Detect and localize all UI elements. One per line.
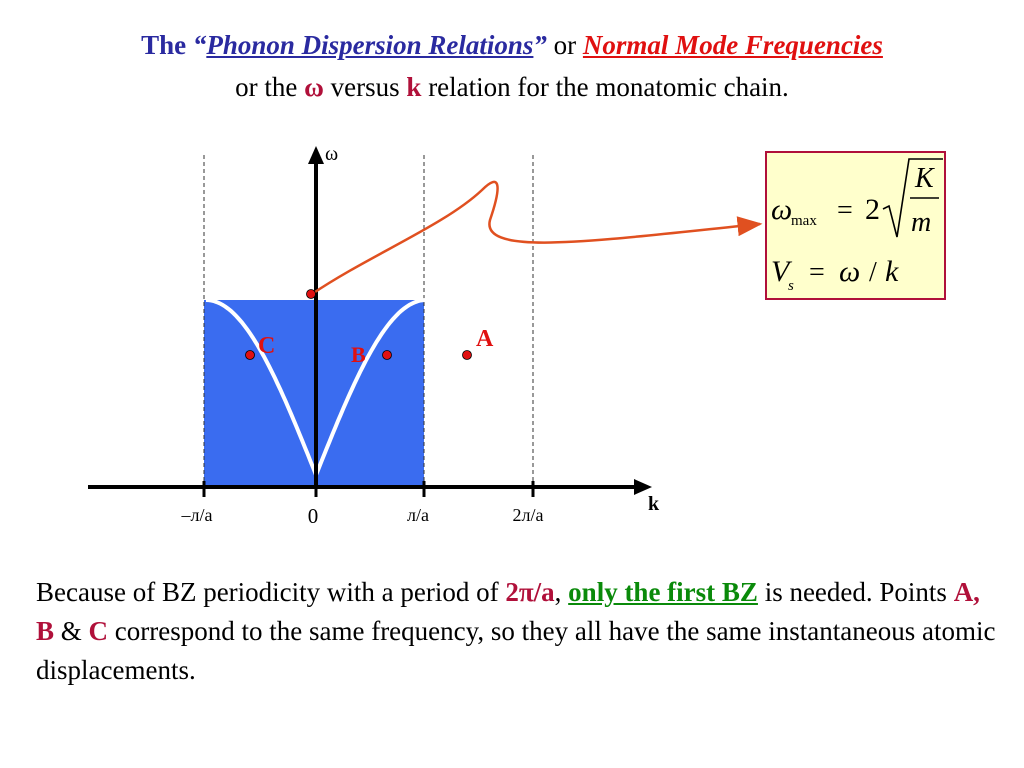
formula-box: ω max = 2 K m V s = ω / k [765,151,946,300]
title-line-1: The “Phonon Dispersion Relations” or Nor… [0,24,1024,66]
para-text-2: is needed. Points [757,577,954,607]
label-point-b: B [351,342,366,367]
point-a [462,350,472,360]
formula-omega-2: ω [839,255,860,288]
para-text-3: correspond to the same frequency, so the… [36,616,996,685]
para-points-ab: A, B [36,577,980,646]
omega-axis-label: ω [325,143,338,165]
explanation-paragraph: Because of BZ periodicity with a period … [36,573,996,690]
formula-equals-1: = [837,195,853,226]
formula-two: 2 [865,193,880,226]
title-normal-mode: Normal Mode Frequencies [582,30,883,60]
title-k: k [406,72,422,102]
point-b [382,350,392,360]
omega-max-point [306,289,316,299]
label-point-a: A [476,326,494,352]
para-point-c: C [88,616,109,646]
title-omega: ω [304,72,324,102]
title-line-2: or the ω versus k relation for the monat… [0,66,1024,108]
label-point-c: C [258,333,275,359]
formula-max: max [791,213,817,229]
title-the: The [141,30,193,60]
tick-label-zero: 0 [308,504,319,528]
formula-s: s [788,278,794,294]
title-quote-open: “ [192,30,207,60]
formula-radical [882,158,943,238]
formula-k: k [885,255,899,288]
formula-v: V [771,255,793,288]
tick-label-two-pi: 2л/a [513,505,544,525]
title-versus: versus [323,72,407,102]
title-or: or [546,30,583,60]
omega-axis-arrowhead [308,146,324,164]
title-or-the: or the [235,72,305,102]
formula-equals-2: = [809,257,825,288]
formula-m-den: m [911,207,931,238]
title-phonon-dispersion: Phonon Dispersion Relations [206,30,534,60]
formula-slash: / [869,257,877,288]
point-c [245,350,255,360]
para-period: 2π/a [505,577,555,607]
tick-label-pi: л/a [407,505,429,525]
para-comma: , [554,577,569,607]
slide-title: The “Phonon Dispersion Relations” or Nor… [0,24,1024,108]
para-first-bz: only the first BZ [568,577,758,607]
k-axis-label: k [648,493,660,515]
k-axis-arrowhead [634,479,652,495]
formula-omega: ω [771,193,792,226]
para-text-1: Because of BZ periodicity with a period … [36,577,506,607]
title-quote-close: ” [533,30,547,60]
connector-arrow [311,180,763,296]
para-amp: & [54,616,89,646]
title-rest: relation for the monatomic chain. [421,72,789,102]
tick-label-neg-pi: –л/a [181,505,213,525]
formula-k-num: K [914,163,935,194]
